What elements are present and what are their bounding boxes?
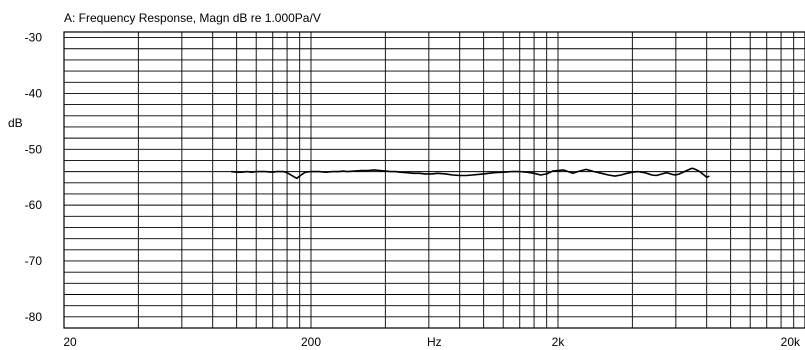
y-axis-label: dB: [8, 116, 23, 130]
grid: [64, 32, 805, 328]
y-tick-label: -80: [25, 310, 43, 324]
x-tick-label: 2k: [552, 335, 566, 349]
chart-title: A: Frequency Response, Magn dB re 1.000P…: [64, 11, 321, 25]
y-tick-label: -30: [25, 31, 43, 45]
series-line: [231, 167, 710, 180]
series-group: [231, 167, 710, 180]
x-tick-label: 20k: [781, 335, 801, 349]
x-tick-labels: 20 200 2k 20k: [63, 335, 801, 349]
x-tick-label: 20: [63, 335, 77, 349]
x-axis-label: Hz: [427, 335, 442, 349]
y-tick-label: -50: [25, 142, 43, 156]
x-tick-label: 200: [301, 335, 321, 349]
y-tick-label: -60: [25, 198, 43, 212]
plot-frame: [63, 31, 805, 329]
y-tick-labels: -30 -40 -50 -60 -70 -80: [25, 31, 43, 324]
y-tick-label: -40: [25, 86, 43, 100]
y-tick-label: -70: [25, 254, 43, 268]
